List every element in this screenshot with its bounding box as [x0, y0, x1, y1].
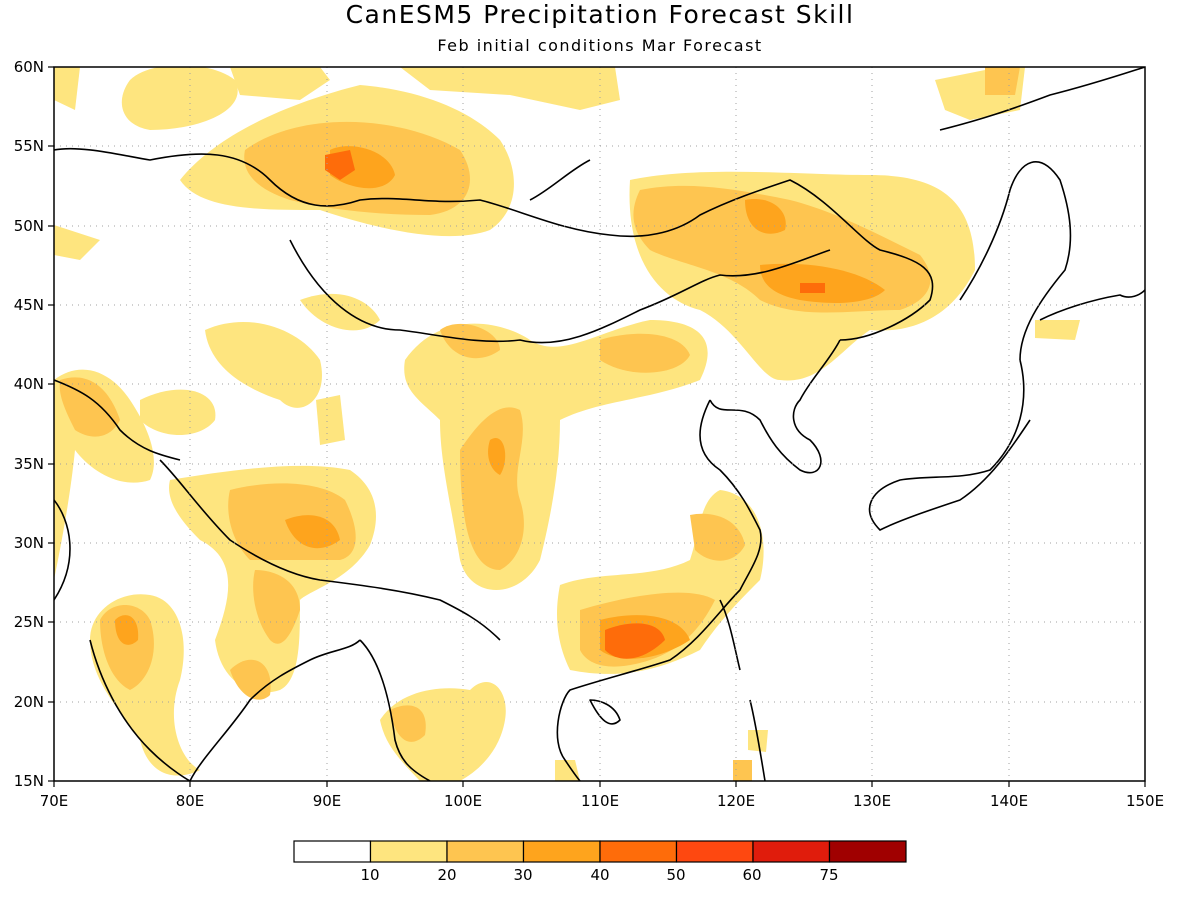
lat-tick-label: 60N [14, 58, 44, 76]
lat-tick-label: 15N [14, 772, 44, 790]
colorbar-label: 60 [742, 866, 761, 884]
lon-tick-label: 90E [313, 792, 342, 810]
longitude-labels: 70E 80E 90E 100E 110E 120E 130E 140E 150… [40, 792, 1164, 810]
lon-tick-label: 80E [176, 792, 205, 810]
colorbar-swatch [752, 840, 831, 863]
colorbar-label: 75 [819, 866, 838, 884]
lat-tick-label: 25N [14, 613, 44, 631]
lat-tick-label: 40N [14, 375, 44, 393]
lat-tick-label: 35N [14, 455, 44, 473]
lat-tick-label: 55N [14, 137, 44, 155]
skill-40-50 [325, 150, 825, 659]
colorbar-swatch [446, 840, 525, 863]
lat-tick-label: 45N [14, 296, 44, 314]
colorbar-label: 20 [437, 866, 456, 884]
lat-tick-label: 30N [14, 534, 44, 552]
colorbar-swatches [293, 840, 907, 863]
colorbar-swatch [293, 840, 372, 863]
lat-tick-label: 20N [14, 693, 44, 711]
latitude-labels: 15N 20N 25N 30N 35N 40N 45N 50N 55N 60N [14, 58, 44, 790]
colorbar-label: 50 [666, 866, 685, 884]
colorbar-swatch [675, 840, 754, 863]
lon-tick-label: 150E [1126, 792, 1164, 810]
skill-20-30 [59, 67, 1020, 781]
colorbar-swatch [599, 840, 678, 863]
colorbar-swatch [369, 840, 448, 863]
skill-shading [54, 67, 1080, 781]
lon-tick-label: 130E [853, 792, 891, 810]
lon-tick-label: 140E [990, 792, 1028, 810]
map-title: CanESM5 Precipitation Forecast Skill [345, 0, 855, 29]
lat-tick-label: 50N [14, 217, 44, 235]
colorbar-label: 10 [360, 866, 379, 884]
colorbar-swatch [828, 840, 907, 863]
coastlines-and-borders [54, 67, 1145, 781]
skill-10-20 [54, 67, 1080, 781]
lon-tick-label: 100E [444, 792, 482, 810]
map-gridlines [54, 67, 1145, 781]
colorbar-labels: 10 20 30 40 50 60 75 [360, 866, 838, 884]
colorbar-label: 40 [590, 866, 609, 884]
colorbar-swatch [522, 840, 601, 863]
lon-tick-label: 70E [40, 792, 69, 810]
colorbar-label: 30 [513, 866, 532, 884]
lon-tick-label: 110E [581, 792, 619, 810]
axis-ticks [48, 66, 1146, 787]
colorbar-legend: 10 20 30 40 50 60 75 [293, 840, 907, 884]
map-subtitle: Feb initial conditions Mar Forecast [437, 36, 763, 55]
lon-tick-label: 120E [717, 792, 755, 810]
